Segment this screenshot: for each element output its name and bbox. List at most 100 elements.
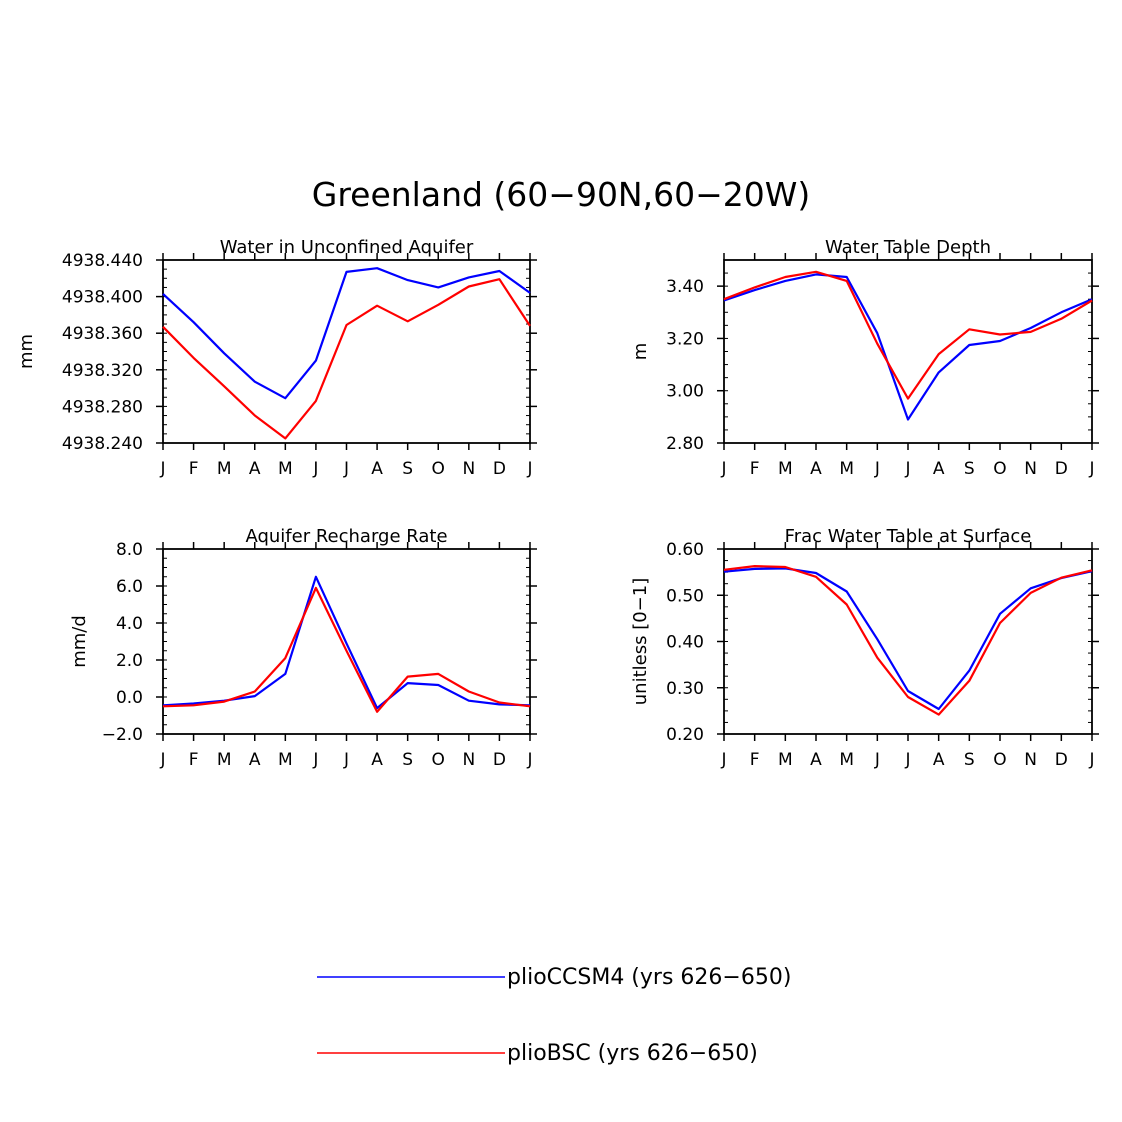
figure-title: Greenland (60−90N,60−20W) xyxy=(312,175,811,214)
aquifer-series-ccsm4 xyxy=(162,267,531,400)
frac-xtick-label: J xyxy=(904,750,910,770)
recharge-xtick-label: M xyxy=(217,750,232,770)
recharge-xtick-label: D xyxy=(493,750,506,770)
recharge-xtick-label: S xyxy=(402,750,413,770)
frac-ytick-label: 0.40 xyxy=(666,633,704,653)
wtd-xtick-label: M xyxy=(839,459,854,479)
aquifer-xtick-label: O xyxy=(432,459,445,479)
aquifer-ylabel: mm xyxy=(16,334,37,369)
frac-xtick-label: D xyxy=(1055,750,1068,770)
recharge-title: Aquifer Recharge Rate xyxy=(245,526,447,547)
wtd-title: Water Table Depth xyxy=(825,237,991,258)
frac-chart: Frac Water Table at Surface unitless [0−1… xyxy=(630,526,1099,770)
frac-ytick-label: 0.20 xyxy=(666,725,704,745)
wtd-xtick-label: A xyxy=(933,459,945,479)
recharge-ytick-label: 8.0 xyxy=(116,540,143,560)
recharge-xtick-label: F xyxy=(189,750,199,770)
frac-xtick-label: M xyxy=(778,750,793,770)
aquifer-series-bsc xyxy=(162,278,531,440)
wtd-ytick-label: 2.80 xyxy=(666,434,704,454)
frac-xtick-label: S xyxy=(964,750,975,770)
aquifer-ytick-label: 4938.320 xyxy=(62,361,143,381)
wtd-xtick-label: O xyxy=(993,459,1006,479)
frac-series-ccsm4 xyxy=(723,567,1093,711)
wtd-xtick-label: J xyxy=(720,459,726,479)
recharge-xtick-label: J xyxy=(159,750,165,770)
frac-ytick-label: 0.60 xyxy=(666,540,704,560)
aquifer-xtick-label: J xyxy=(526,459,532,479)
frac-xtick-label: A xyxy=(810,750,822,770)
frac-xtick-label: O xyxy=(993,750,1006,770)
frac-xtick-label: F xyxy=(750,750,760,770)
wtd-series-bsc xyxy=(723,270,1093,400)
wtd-ytick-label: 3.40 xyxy=(666,277,704,297)
aquifer-ytick-label: 4938.280 xyxy=(62,397,143,417)
recharge-series-ccsm4 xyxy=(162,575,531,710)
recharge-ytick-label: 4.0 xyxy=(116,614,143,634)
wtd-xtick-label: S xyxy=(964,459,975,479)
recharge-ylabel: mm/d xyxy=(69,615,90,668)
frac-xtick-label: J xyxy=(1088,750,1094,770)
wtd-xtick-label: F xyxy=(750,459,760,479)
frac-xtick-label: A xyxy=(933,750,945,770)
aquifer-xtick-label: M xyxy=(278,459,293,479)
frac-xtick-label: J xyxy=(874,750,880,770)
frac-ytick-label: 0.50 xyxy=(666,586,704,606)
aquifer-xtick-label: A xyxy=(249,459,261,479)
wtd-ytick-label: 3.20 xyxy=(666,329,704,349)
recharge-ytick-label: 0.0 xyxy=(116,688,143,708)
aquifer-ytick-label: 4938.360 xyxy=(62,324,143,344)
aquifer-ytick-label: 4938.400 xyxy=(62,288,143,308)
frac-series-bsc xyxy=(723,564,1093,716)
recharge-xtick-label: M xyxy=(278,750,293,770)
recharge-xtick-label: J xyxy=(526,750,532,770)
recharge-xtick-label: O xyxy=(432,750,445,770)
recharge-xtick-label: J xyxy=(343,750,349,770)
aquifer-xtick-label: J xyxy=(312,459,318,479)
recharge-ytick-label: 6.0 xyxy=(116,577,143,597)
legend: plioCCSM4 (yrs 626−650) plioBSC (yrs 626… xyxy=(317,965,791,1066)
wtd-xtick-label: D xyxy=(1055,459,1068,479)
aquifer-xtick-label: N xyxy=(462,459,475,479)
frac-xtick-label: J xyxy=(720,750,726,770)
wtd-xtick-label: J xyxy=(1088,459,1094,479)
aquifer-xtick-label: A xyxy=(371,459,383,479)
wtd-xtick-label: J xyxy=(904,459,910,479)
aquifer-plot-frame xyxy=(162,259,531,444)
recharge-series-bsc xyxy=(162,586,531,713)
legend-label-ccsm4: plioCCSM4 (yrs 626−650) xyxy=(507,965,791,990)
wtd-xtick-label: M xyxy=(778,459,793,479)
wtd-ylabel: m xyxy=(630,343,651,361)
recharge-xtick-label: A xyxy=(249,750,261,770)
aquifer-xtick-label: J xyxy=(159,459,165,479)
aquifer-ytick-label: 4938.440 xyxy=(62,251,143,271)
wtd-ytick-label: 3.00 xyxy=(666,382,704,402)
frac-ytick-label: 0.30 xyxy=(666,679,704,699)
aquifer-xtick-label: S xyxy=(402,459,413,479)
aquifer-xtick-label: M xyxy=(217,459,232,479)
wtd-series-ccsm4 xyxy=(723,273,1093,421)
wtd-xtick-label: A xyxy=(810,459,822,479)
recharge-ytick-label: 2.0 xyxy=(116,651,143,671)
aquifer-xtick-label: D xyxy=(493,459,506,479)
frac-xtick-label: M xyxy=(839,750,854,770)
aquifer-title: Water in Unconfined Aquifer xyxy=(220,237,474,258)
frac-plot-frame xyxy=(723,548,1093,735)
recharge-ytick-label: −2.0 xyxy=(102,725,143,745)
recharge-xtick-label: A xyxy=(371,750,383,770)
wtd-xtick-label: N xyxy=(1024,459,1037,479)
aquifer-ytick-label: 4938.240 xyxy=(62,434,143,454)
wtd-plot-frame xyxy=(723,259,1093,444)
frac-title: Frac Water Table at Surface xyxy=(785,526,1032,547)
frac-xtick-label: N xyxy=(1024,750,1037,770)
wtd-xtick-label: J xyxy=(874,459,880,479)
recharge-xtick-label: J xyxy=(312,750,318,770)
frac-ylabel: unitless [0−1] xyxy=(630,578,651,705)
legend-label-bsc: plioBSC (yrs 626−650) xyxy=(507,1041,758,1066)
aquifer-xtick-label: J xyxy=(343,459,349,479)
